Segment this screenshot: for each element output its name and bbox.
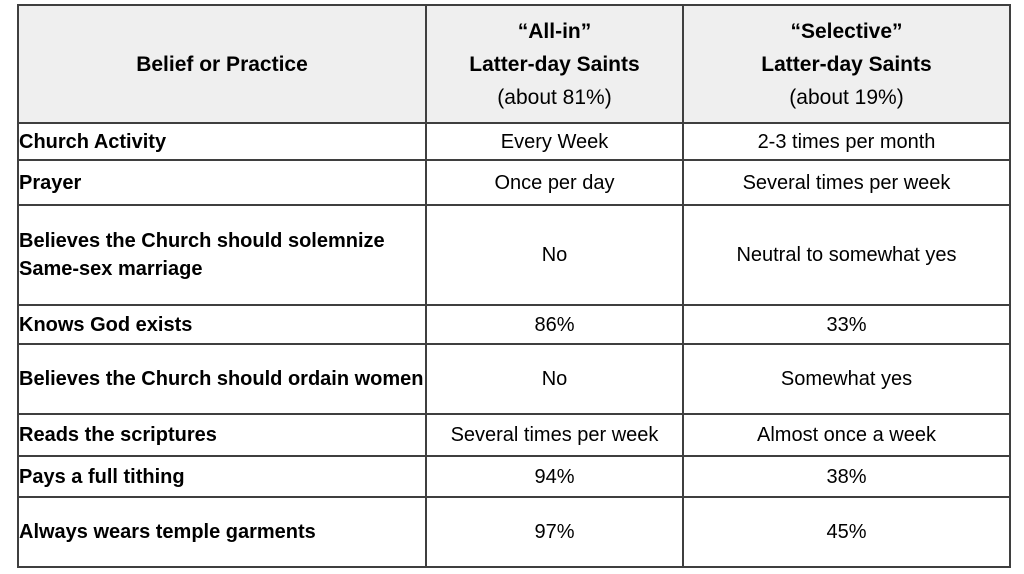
- all-in-value-cell: No: [425, 343, 684, 415]
- row-label-cell: Knows God exists: [17, 304, 427, 345]
- selective-value-cell: Somewhat yes: [682, 343, 1011, 415]
- table-row: Reads the scriptures Several times per w…: [17, 413, 1011, 457]
- row-label-cell: Reads the scriptures: [17, 413, 427, 457]
- row-label-cell: Pays a full tithing: [17, 455, 427, 498]
- header-all-in-line3: (about 81%): [497, 85, 612, 109]
- row-label-cell: Believes the Church should ordain women: [17, 343, 427, 415]
- selective-value-cell: Several times per week: [682, 159, 1011, 206]
- table-row: Believes the Church should ordain women …: [17, 343, 1011, 415]
- header-belief-or-practice-label: Belief or Practice: [136, 52, 308, 76]
- header-all-in-line2: Latter-day Saints: [469, 52, 640, 76]
- header-belief-or-practice: Belief or Practice: [17, 4, 427, 124]
- all-in-value-cell: 97%: [425, 496, 684, 568]
- table-row: Prayer Once per day Several times per we…: [17, 159, 1011, 206]
- selective-value-cell: 38%: [682, 455, 1011, 498]
- header-selective: “Selective” Latter-day Saints (about 19%…: [682, 4, 1011, 124]
- selective-value-cell: Almost once a week: [682, 413, 1011, 457]
- table-header-row: Belief or Practice “All-in” Latter-day S…: [17, 4, 1011, 124]
- selective-value-cell: 33%: [682, 304, 1011, 345]
- table-row: Believes the Church should solemnize Sam…: [17, 204, 1011, 306]
- row-label-cell: Prayer: [17, 159, 427, 206]
- table-row: Pays a full tithing 94% 38%: [17, 455, 1011, 498]
- selective-value-cell: Neutral to somewhat yes: [682, 204, 1011, 306]
- row-label-cell: Church Activity: [17, 122, 427, 161]
- table-row: Church Activity Every Week 2-3 times per…: [17, 122, 1011, 161]
- row-label-cell: Believes the Church should solemnize Sam…: [17, 204, 427, 306]
- header-all-in-line1: “All-in”: [517, 19, 592, 43]
- header-selective-line3: (about 19%): [789, 85, 904, 109]
- table-row: Always wears temple garments 97% 45%: [17, 496, 1011, 568]
- header-all-in: “All-in” Latter-day Saints (about 81%): [425, 4, 684, 124]
- belief-practice-table: Belief or Practice “All-in” Latter-day S…: [17, 4, 1011, 568]
- table-row: Knows God exists 86% 33%: [17, 304, 1011, 345]
- all-in-value-cell: 94%: [425, 455, 684, 498]
- all-in-value-cell: 86%: [425, 304, 684, 345]
- all-in-value-cell: No: [425, 204, 684, 306]
- all-in-value-cell: Several times per week: [425, 413, 684, 457]
- all-in-value-cell: Once per day: [425, 159, 684, 206]
- header-selective-line1: “Selective”: [790, 19, 903, 43]
- header-selective-line2: Latter-day Saints: [761, 52, 932, 76]
- all-in-value-cell: Every Week: [425, 122, 684, 161]
- selective-value-cell: 45%: [682, 496, 1011, 568]
- selective-value-cell: 2-3 times per month: [682, 122, 1011, 161]
- row-label-cell: Always wears temple garments: [17, 496, 427, 568]
